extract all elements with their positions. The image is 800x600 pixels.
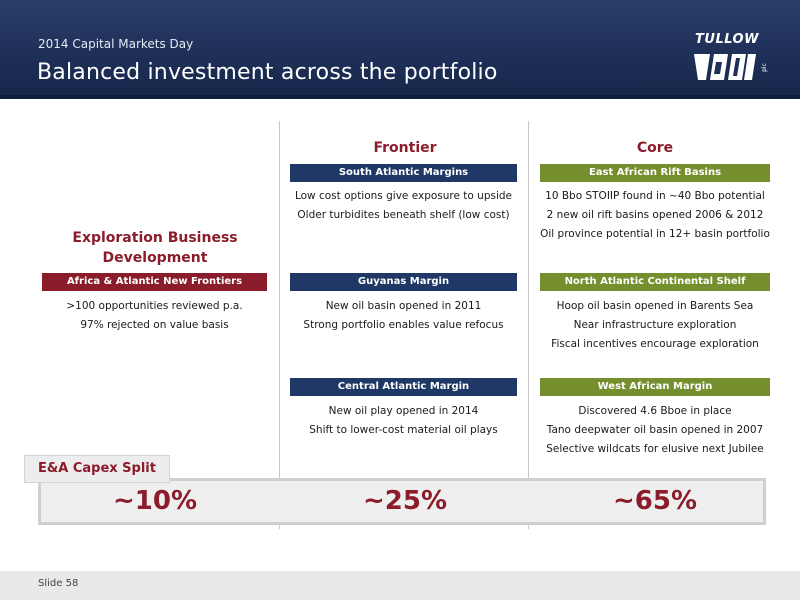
core-heading: Core (636, 140, 674, 156)
header-subtitle: 2014 Capital Markets Day (38, 37, 194, 51)
frontier-heading: Frontier (373, 140, 437, 156)
frontier-line: Low cost options give exposure to upside (294, 190, 513, 202)
core-line: 2 new oil rift basins opened 2006 & 2012 (546, 209, 764, 221)
frontier-band-south-atlantic: South Atlantic Margins (290, 164, 517, 182)
frontier-lines-guyanas: New oil basin opened in 2011 Strong port… (285, 297, 522, 335)
header-bar: 2014 Capital Markets Day Balanced invest… (0, 0, 800, 99)
frontier-band-central-atlantic: Central Atlantic Margin (290, 378, 517, 396)
capex-split-box (38, 478, 766, 525)
exploration-line: >100 opportunities reviewed p.a. (66, 300, 243, 312)
core-band-east-african: East African Rift Basins (540, 164, 770, 182)
core-line: Tano deepwater oil basin opened in 2007 (546, 424, 764, 436)
footer-bar: Slide 58 (0, 571, 800, 600)
capex-split-label: E&A Capex Split (24, 455, 170, 483)
core-line: Hoop oil basin opened in Barents Sea (556, 300, 754, 312)
core-lines-west-african: Discovered 4.6 Bboe in place Tano deepwa… (532, 402, 778, 459)
core-line: Discovered 4.6 Bboe in place (578, 405, 732, 417)
frontier-line: Strong portfolio enables value refocus (303, 319, 504, 331)
frontier-lines-central-atlantic: New oil play opened in 2014 Shift to low… (285, 402, 522, 440)
frontier-lines-south-atlantic: Low cost options give exposure to upside… (285, 187, 522, 225)
core-line: Oil province potential in 12+ basin port… (540, 228, 770, 240)
capex-exploration-value: ~10% (112, 486, 198, 516)
logo-plc: plc (760, 63, 768, 72)
frontier-line: Shift to lower-cost material oil plays (309, 424, 498, 436)
core-band-north-atlantic: North Atlantic Continental Shelf (540, 273, 770, 291)
tullow-logo: TULLOW plc (684, 32, 770, 92)
core-lines-east-african: 10 Bbo STOIIP found in ~40 Bbo potential… (532, 187, 778, 244)
frontier-band-guyanas: Guyanas Margin (290, 273, 517, 291)
core-band-west-african: West African Margin (540, 378, 770, 396)
frontier-line: New oil basin opened in 2011 (325, 300, 482, 312)
logo-wordmark: TULLOW (695, 32, 759, 47)
core-line: Near infrastructure exploration (573, 319, 737, 331)
frontier-line: New oil play opened in 2014 (328, 405, 479, 417)
column-divider-left (279, 121, 280, 529)
exploration-band: Africa & Atlantic New Frontiers (42, 273, 267, 291)
logo-mark-icon (694, 54, 756, 80)
exploration-lines: >100 opportunities reviewed p.a. 97% rej… (42, 297, 267, 335)
frontier-line: Older turbidites beneath shelf (low cost… (297, 209, 510, 221)
page-title: Balanced investment across the portfolio (37, 60, 498, 85)
exploration-line: 97% rejected on value basis (80, 319, 229, 331)
capex-frontier-value: ~25% (362, 486, 448, 516)
exploration-heading: Exploration Business Development (72, 230, 238, 266)
core-line: Fiscal incentives encourage exploration (551, 338, 759, 350)
core-line: Selective wildcats for elusive next Jubi… (546, 443, 764, 455)
column-divider-right (528, 121, 529, 529)
core-line: 10 Bbo STOIIP found in ~40 Bbo potential (545, 190, 765, 202)
capex-core-value: ~65% (612, 486, 698, 516)
core-lines-north-atlantic: Hoop oil basin opened in Barents Sea Nea… (532, 297, 778, 354)
slide-number: Slide 58 (38, 578, 79, 589)
